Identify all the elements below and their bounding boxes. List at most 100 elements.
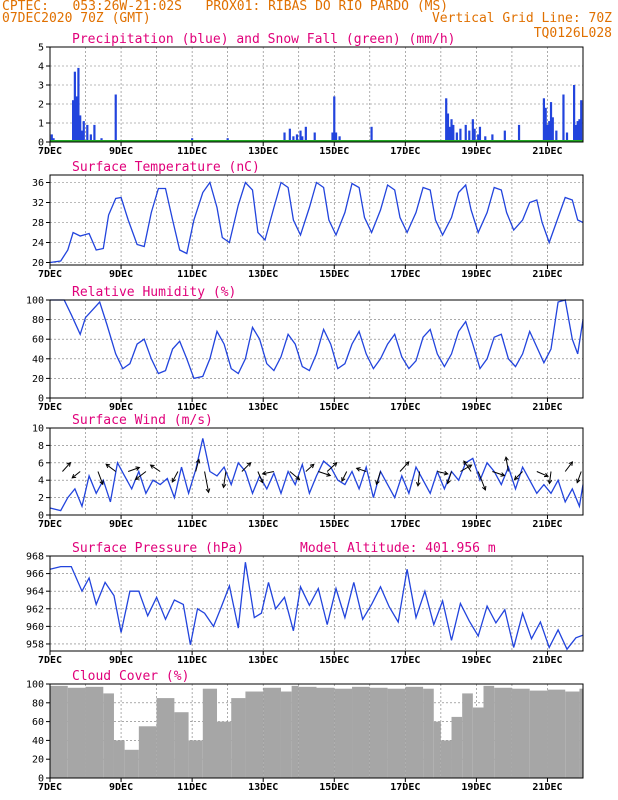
wind-xtick-label: 9DEC (109, 519, 133, 530)
precip-bar (114, 94, 117, 142)
wind-xtick-label: 15DEC (319, 519, 349, 530)
precip-bar (301, 136, 304, 142)
precip-bar (77, 67, 80, 142)
wind-arrow (135, 471, 147, 480)
precip-bar (459, 128, 462, 142)
precip-bar (331, 132, 334, 142)
cloud-bar (579, 688, 583, 778)
precip-xtick-label: 17DEC (390, 146, 420, 157)
cloud-bar (565, 691, 580, 778)
pres-panel: Surface Pressure (hPa) Model Altitude: 40… (26, 541, 584, 666)
precip-bar (334, 132, 338, 142)
temp-xtick-label: 13DEC (248, 269, 278, 280)
precip-xtick-label: 11DEC (177, 146, 207, 157)
pres-xtick-label: 17DEC (390, 655, 420, 666)
wind-panel: Surface Wind (m/s) 0 2 4 6 8 10 7DEC 9DEC 11DEC 13… (32, 413, 584, 530)
wind-arrow-head (543, 472, 549, 478)
precip-bar (445, 98, 448, 142)
wind-ytick-label: 10 (32, 424, 44, 435)
precip-bar (89, 134, 92, 142)
cloud-bar (387, 688, 406, 778)
wind-arrow-head (504, 456, 509, 462)
cloud-xtick-label: 19DEC (461, 782, 491, 793)
run-date-label: 07DEC2020 70Z (GMT) (2, 11, 151, 26)
cloud-xtick-label: 15DEC (319, 782, 349, 793)
wind-arrow (62, 462, 71, 472)
wind-arrow (447, 471, 453, 484)
precip-bar (477, 134, 480, 142)
wind-ytick-label: 0 (38, 511, 44, 522)
precip-frame (49, 46, 584, 143)
cloud-bar (174, 712, 189, 778)
cloud-ytick-label: 100 (26, 680, 44, 691)
wind-arrow (71, 471, 81, 479)
wind-arrow-head (404, 461, 410, 466)
precip-bar (50, 134, 53, 142)
wind-arrow-head (259, 478, 264, 484)
rh-title: Relative Humidity (%) (72, 285, 236, 300)
cloud-bar (547, 689, 566, 778)
cloud-bar (529, 690, 548, 778)
precip-xtick-label: 21DEC (532, 146, 562, 157)
wind-arrow (222, 471, 227, 488)
cloud-xtick-label: 9DEC (109, 782, 133, 793)
pres-xtick-label: 13DEC (248, 655, 278, 666)
wind-xtick-label: 21DEC (532, 519, 562, 530)
pres-xtick-label: 19DEC (461, 655, 491, 666)
precip-bar (292, 136, 295, 142)
temp-frame (49, 174, 584, 266)
wind-arrow (399, 461, 410, 472)
precip-panel: Precipitation (blue) and Snow Fall (gree… (38, 32, 584, 157)
cloud-bar (494, 687, 512, 778)
cloud-bar (103, 693, 114, 778)
pres-xtick-label: 21DEC (532, 655, 562, 666)
rh-xtick-label: 15DEC (319, 402, 349, 413)
precip-bar (338, 136, 341, 142)
wind-arrow-head (309, 463, 315, 469)
cloud-bar (156, 698, 175, 778)
rh-line (50, 299, 584, 380)
rh-xtick-label: 17DEC (390, 402, 420, 413)
precip-bar (576, 121, 579, 142)
cloud-frame (49, 683, 584, 779)
precip-bar (299, 130, 302, 142)
wind-arrow-head (547, 479, 553, 485)
temp-xtick-label: 11DEC (177, 269, 207, 280)
precip-bar (468, 130, 471, 142)
precip-bar (71, 100, 75, 142)
rh-ytick-label: 20 (32, 374, 44, 385)
cloud-bar (298, 686, 317, 778)
precip-bar (555, 130, 558, 142)
wind-arrow (417, 471, 421, 486)
wind-ytick-label: 6 (38, 458, 44, 469)
wind-title: Surface Wind (m/s) (72, 413, 213, 428)
wind-arrow (564, 461, 573, 472)
cloud-bar (369, 687, 388, 778)
wind-arrow-head (355, 467, 361, 472)
precip-bar (574, 124, 577, 142)
wind-frame (49, 427, 584, 516)
cloud-bar (423, 688, 434, 778)
temp-ytick-label: 28 (32, 218, 44, 229)
wind-arrow (128, 467, 140, 472)
rh-ytick-label: 100 (26, 296, 44, 307)
wind-xtick-label: 19DEC (461, 519, 491, 530)
precip-bar (73, 71, 76, 142)
precip-bar (548, 121, 551, 142)
pres-annotation: Model Altitude: 401.956 m (300, 541, 496, 556)
wind-arrow (341, 471, 348, 482)
precip-xtick-label: 13DEC (248, 146, 278, 157)
precip-bar (549, 102, 553, 142)
wind-arrow-head (443, 470, 449, 476)
rh-ytick-label: 40 (32, 354, 44, 365)
precip-bar (464, 124, 467, 142)
cloud-bar (433, 721, 441, 778)
wind-arrow-head (99, 480, 104, 486)
precip-xtick-label: 7DEC (38, 146, 62, 157)
wind-arrow (305, 463, 315, 472)
wind-arrow (375, 471, 381, 485)
pres-xtick-label: 15DEC (319, 655, 349, 666)
cloud-xtick-label: 21DEC (532, 782, 562, 793)
wind-arrow (318, 471, 331, 476)
precip-bar (79, 115, 82, 142)
